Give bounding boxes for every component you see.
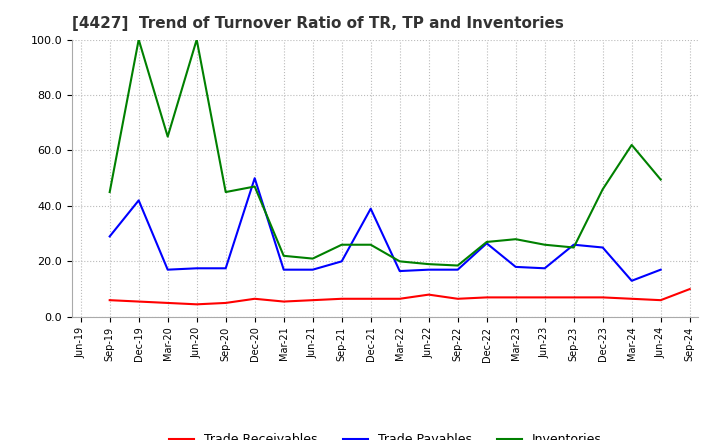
Inventories	[598, 187, 607, 192]
Trade Payables	[279, 267, 288, 272]
Trade Receivables	[570, 295, 578, 300]
Trade Payables	[163, 267, 172, 272]
Trade Payables	[251, 176, 259, 181]
Inventories	[192, 37, 201, 42]
Trade Receivables	[511, 295, 520, 300]
Inventories	[251, 184, 259, 189]
Trade Receivables	[395, 296, 404, 301]
Trade Payables	[627, 278, 636, 283]
Trade Payables	[221, 266, 230, 271]
Inventories	[482, 239, 491, 245]
Trade Receivables	[454, 296, 462, 301]
Trade Receivables	[598, 295, 607, 300]
Inventories	[105, 189, 114, 194]
Trade Receivables	[279, 299, 288, 304]
Trade Payables	[657, 267, 665, 272]
Inventories	[163, 134, 172, 139]
Trade Payables	[424, 267, 433, 272]
Legend: Trade Receivables, Trade Payables, Inventories: Trade Receivables, Trade Payables, Inven…	[164, 429, 606, 440]
Trade Receivables	[685, 286, 694, 292]
Inventories	[395, 259, 404, 264]
Trade Payables	[541, 266, 549, 271]
Inventories	[454, 263, 462, 268]
Inventories	[279, 253, 288, 258]
Trade Receivables	[251, 296, 259, 301]
Trade Payables	[366, 206, 375, 211]
Line: Trade Payables: Trade Payables	[109, 178, 661, 281]
Line: Inventories: Inventories	[109, 40, 661, 265]
Trade Receivables	[657, 297, 665, 303]
Trade Payables	[454, 267, 462, 272]
Trade Receivables	[221, 300, 230, 305]
Inventories	[221, 189, 230, 194]
Inventories	[511, 237, 520, 242]
Trade Receivables	[482, 295, 491, 300]
Trade Payables	[482, 241, 491, 246]
Trade Receivables	[163, 300, 172, 305]
Trade Payables	[135, 198, 143, 203]
Inventories	[570, 245, 578, 250]
Trade Receivables	[627, 296, 636, 301]
Trade Payables	[192, 266, 201, 271]
Trade Receivables	[135, 299, 143, 304]
Trade Payables	[570, 242, 578, 247]
Inventories	[627, 142, 636, 147]
Inventories	[541, 242, 549, 247]
Trade Receivables	[308, 297, 317, 303]
Inventories	[424, 261, 433, 267]
Trade Payables	[598, 245, 607, 250]
Trade Receivables	[424, 292, 433, 297]
Trade Payables	[308, 267, 317, 272]
Inventories	[657, 177, 665, 182]
Inventories	[308, 256, 317, 261]
Trade Payables	[338, 259, 346, 264]
Trade Receivables	[366, 296, 375, 301]
Trade Payables	[105, 234, 114, 239]
Trade Payables	[511, 264, 520, 270]
Line: Trade Receivables: Trade Receivables	[109, 289, 690, 304]
Inventories	[366, 242, 375, 247]
Trade Receivables	[192, 302, 201, 307]
Trade Payables	[395, 268, 404, 274]
Inventories	[135, 37, 143, 42]
Trade Receivables	[105, 297, 114, 303]
Inventories	[338, 242, 346, 247]
Text: [4427]  Trend of Turnover Ratio of TR, TP and Inventories: [4427] Trend of Turnover Ratio of TR, TP…	[72, 16, 564, 32]
Trade Receivables	[338, 296, 346, 301]
Trade Receivables	[541, 295, 549, 300]
